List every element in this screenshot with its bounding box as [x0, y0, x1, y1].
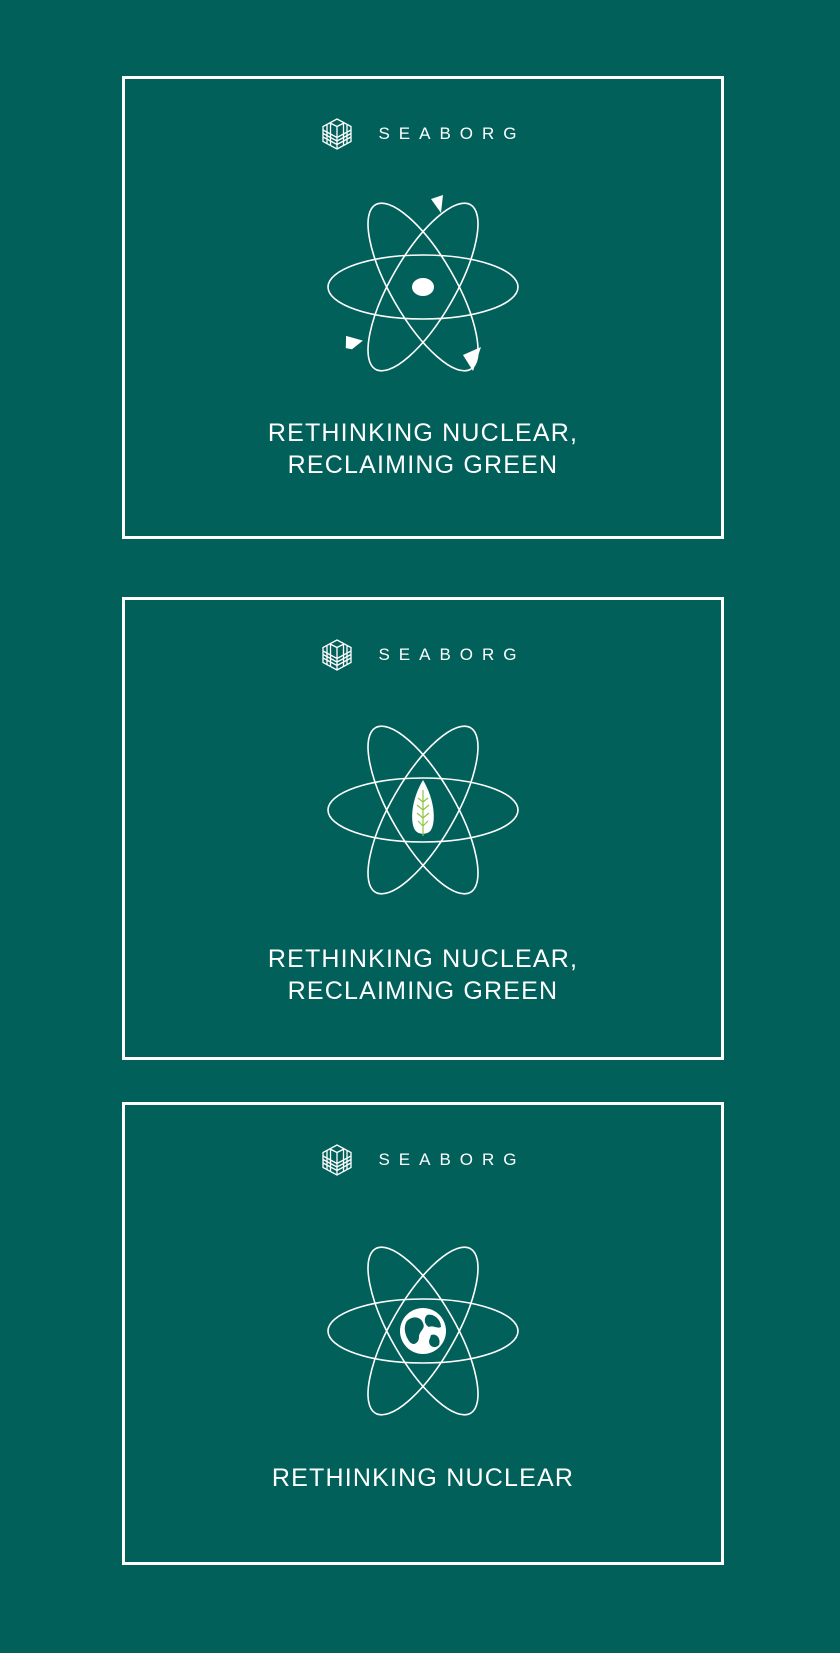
tagline-line-1: RETHINKING NUCLEAR: [271, 1464, 575, 1492]
atom-with-leaf-icon: [323, 710, 523, 910]
tagline-line-2: RECLAIMING GREEN: [287, 977, 559, 1005]
seaborg-logo: SEABORG: [125, 1143, 721, 1177]
seaborg-logo: SEABORG: [125, 117, 721, 151]
hexagon-stripes-icon: [320, 1143, 354, 1177]
tagline-line-1: RETHINKING NUCLEAR,: [267, 419, 579, 447]
atom-with-globe-icon: [323, 1231, 523, 1431]
brand-wordmark: SEABORG: [378, 124, 526, 143]
brand-wordmark: SEABORG: [378, 645, 526, 664]
tagline-line-1: RETHINKING NUCLEAR,: [267, 945, 579, 973]
brand-wordmark: SEABORG: [378, 1150, 526, 1169]
atom-with-arrows-icon: [323, 187, 523, 387]
hexagon-stripes-icon: [320, 117, 354, 151]
poster-card-1: SEABORG RETHINKING NUCLEAR, RECLAIMING G…: [122, 76, 724, 539]
tagline: RETHINKING NUCLEAR, RECLAIMING GREEN: [125, 417, 721, 481]
hexagon-stripes-icon: [320, 638, 354, 672]
poster-card-2: SEABORG RETHINKING NUCLEAR, RECLAIMING G…: [122, 597, 724, 1060]
tagline: RETHINKING NUCLEAR, RECLAIMING GREEN: [125, 943, 721, 1007]
tagline-line-2: RECLAIMING GREEN: [287, 451, 559, 479]
poster-card-3: SEABORG RETHINKING NUCLEAR: [122, 1102, 724, 1565]
seaborg-logo: SEABORG: [125, 638, 721, 672]
tagline: RETHINKING NUCLEAR: [125, 1462, 721, 1494]
